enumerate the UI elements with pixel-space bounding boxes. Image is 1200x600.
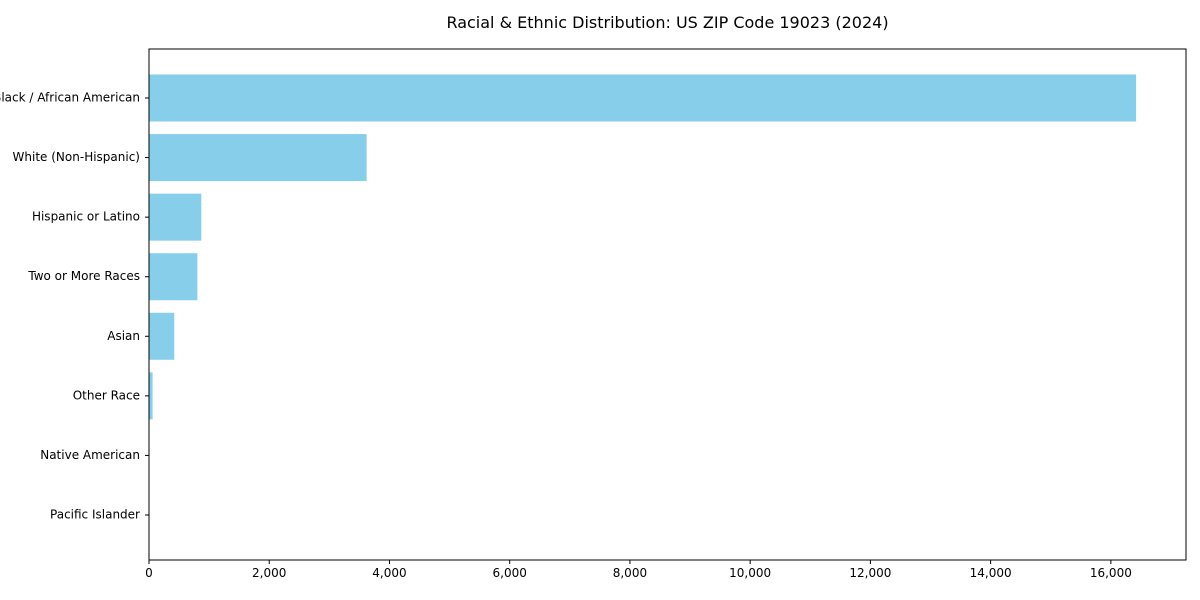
y-tick-label: Two or More Races: [27, 269, 140, 283]
x-tick-label: 0: [145, 566, 153, 580]
bar-asian: [149, 312, 175, 360]
x-tick-label: 10,000: [729, 566, 771, 580]
bar-two-or-more-races: [149, 253, 198, 301]
y-tick-label: Pacific Islander: [50, 507, 140, 521]
y-tick-label: Hispanic or Latino: [32, 210, 140, 224]
bar-other-race: [149, 372, 153, 420]
bar-hispanic-or-latino: [149, 193, 202, 241]
y-tick-label: Black / African American: [0, 91, 140, 105]
x-tick-label: 14,000: [970, 566, 1012, 580]
y-tick-label: Native American: [40, 448, 140, 462]
x-tick-label: 2,000: [252, 566, 286, 580]
plot-border: [148, 48, 1187, 561]
y-tick-label: Asian: [107, 329, 140, 343]
x-tick-label: 4,000: [372, 566, 406, 580]
bar-black-african-american: [149, 74, 1137, 122]
chart-title: Racial & Ethnic Distribution: US ZIP Cod…: [446, 13, 889, 32]
bar-white-non-hispanic: [149, 134, 367, 182]
x-tick-label: 12,000: [849, 566, 891, 580]
x-tick-label: 16,000: [1090, 566, 1132, 580]
y-tick-label: White (Non-Hispanic): [13, 150, 140, 164]
y-tick-label: Other Race: [73, 388, 140, 402]
x-tick-label: 8,000: [613, 566, 647, 580]
x-tick-label: 6,000: [493, 566, 527, 580]
